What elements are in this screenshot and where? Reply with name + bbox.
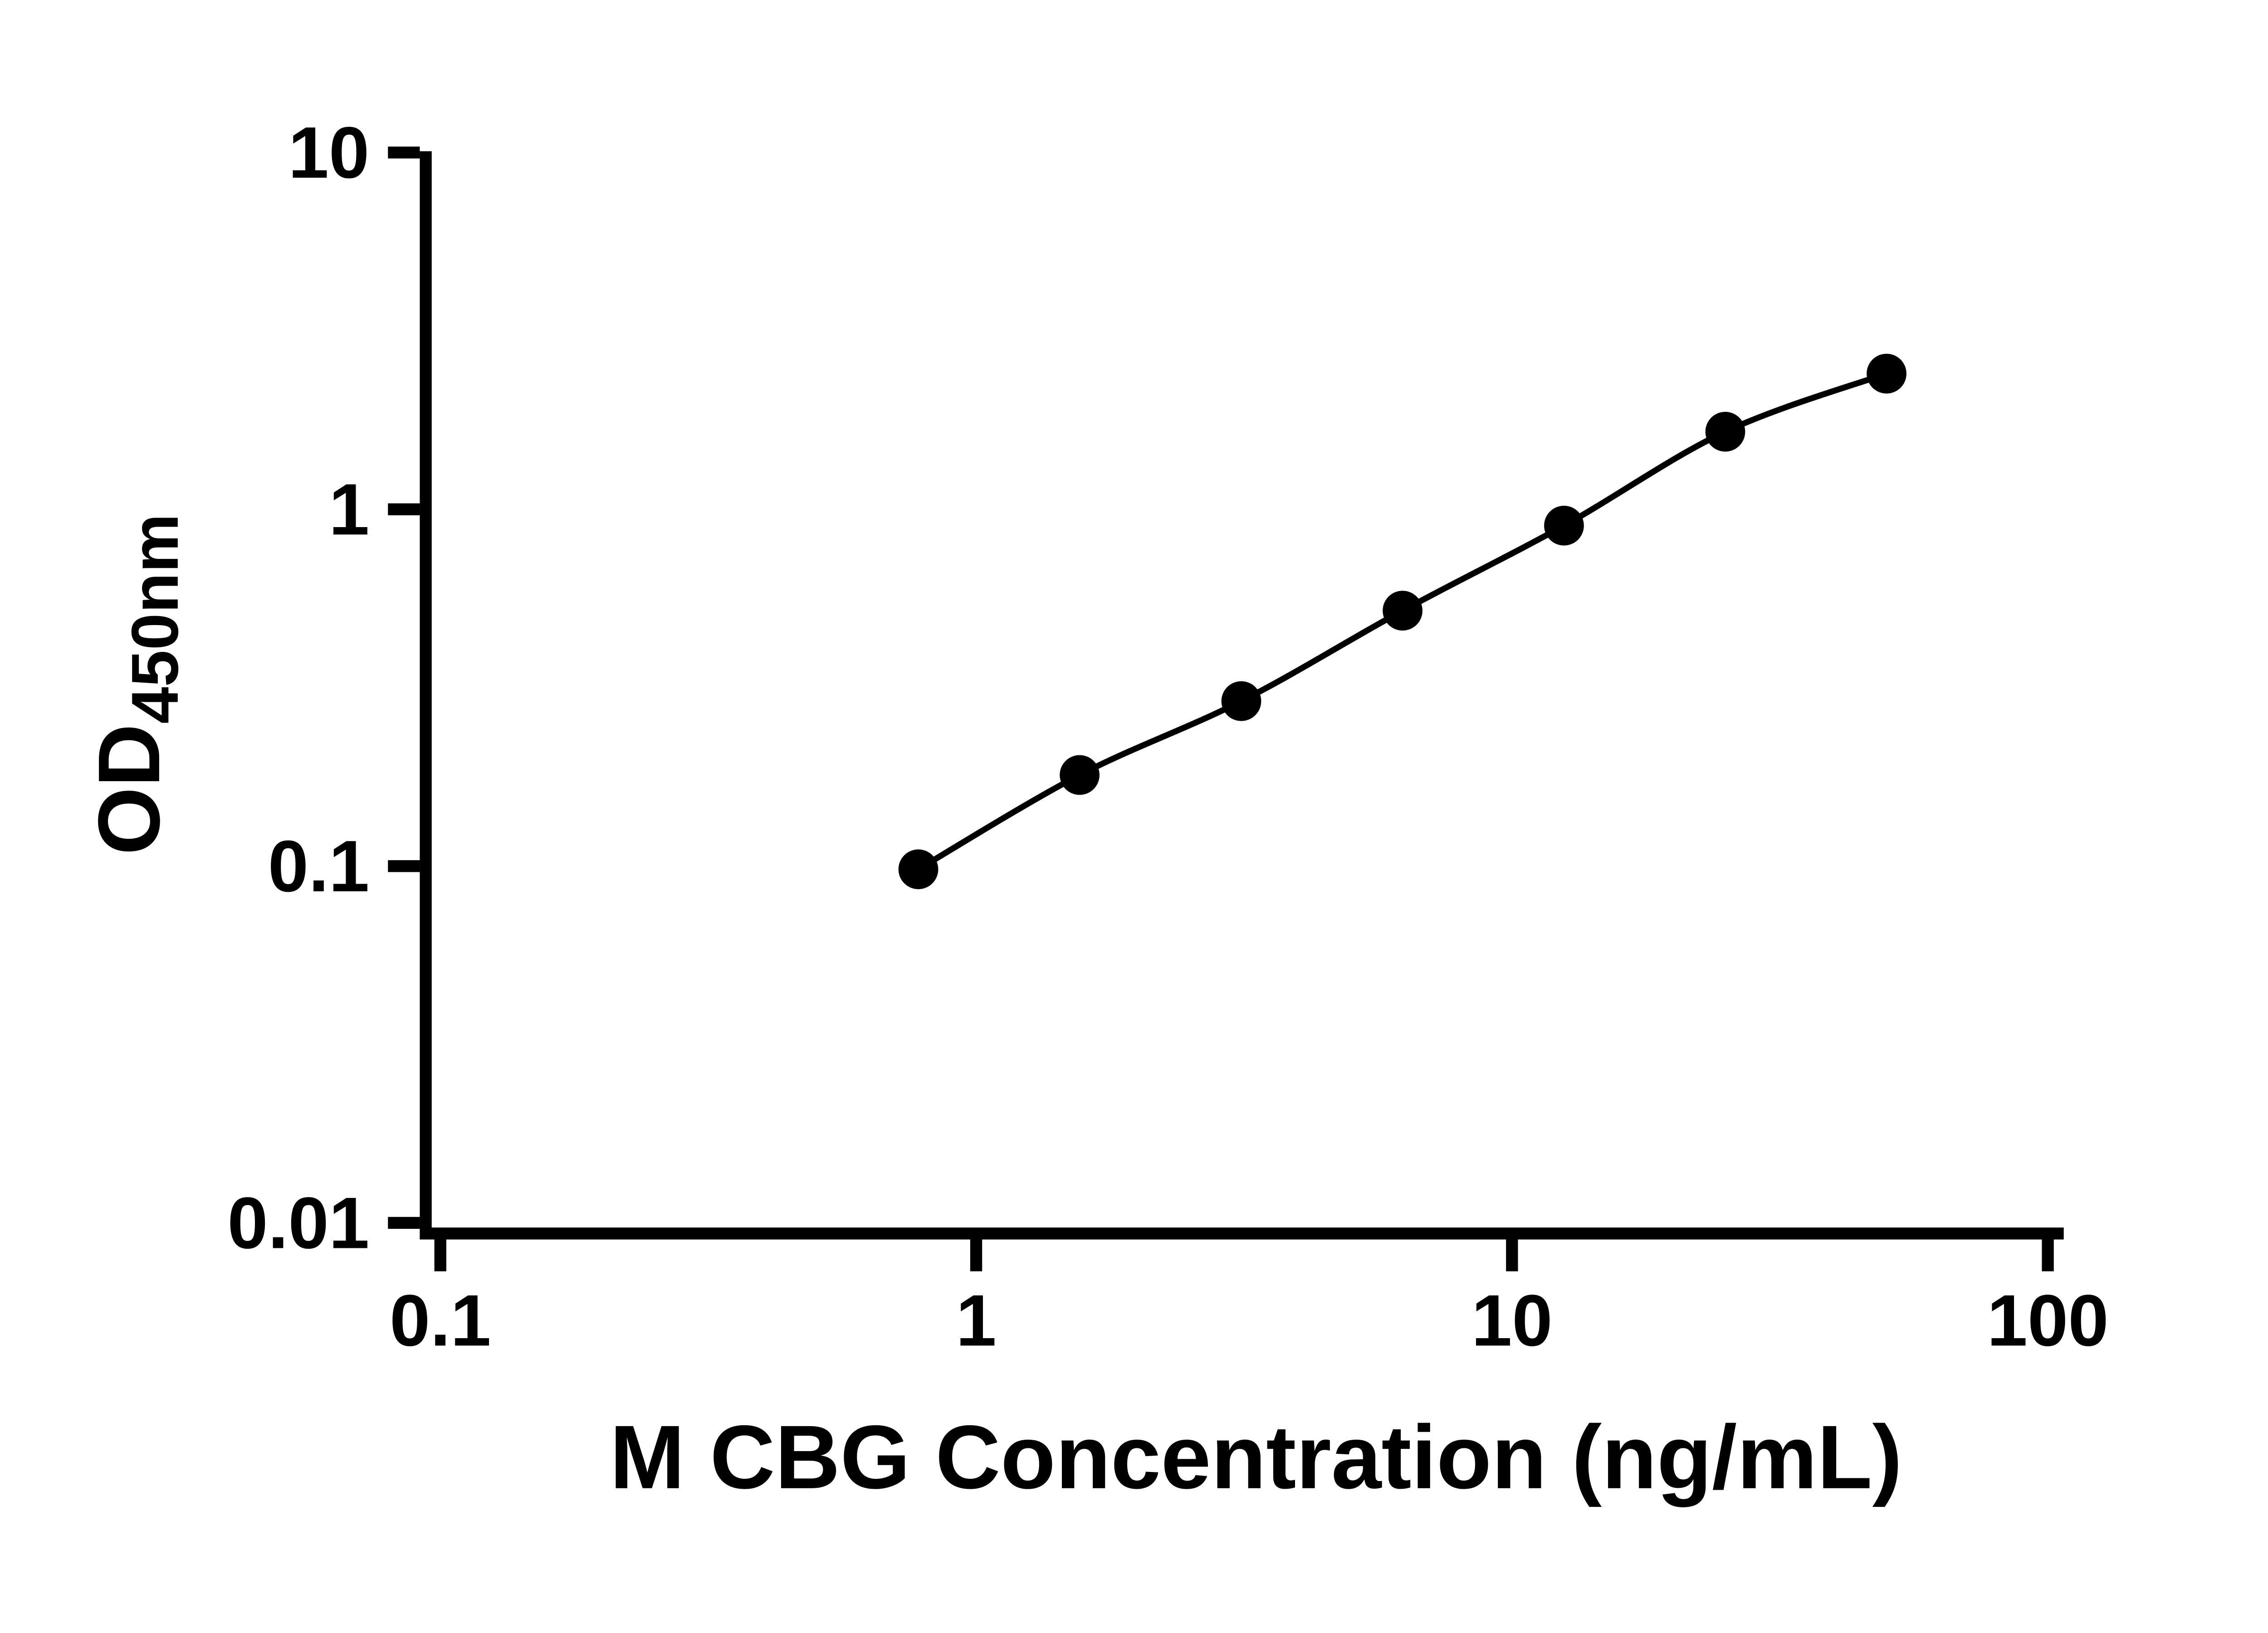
y-tick-label: 10 <box>288 112 369 194</box>
x-tick-label: 0.1 <box>390 1280 491 1361</box>
data-point-marker <box>898 849 938 890</box>
x-tick-label: 10 <box>1471 1280 1553 1361</box>
standard-curve-chart: 0.1 1 10 100 0.01 0.1 1 10 M CBG Concentration … <box>80 112 2109 1508</box>
y-axis-title-subscript: 450nm <box>118 513 192 724</box>
data-point-marker <box>1705 411 1745 452</box>
data-point-marker <box>1867 353 1906 394</box>
y-tick-label: 0.01 <box>227 1182 369 1264</box>
standard-curve-figure: 0.1 1 10 100 0.01 0.1 1 10 M CBG Concentration … <box>79 112 2109 1508</box>
y-axis-title-main: OD <box>80 724 178 855</box>
data-point-marker <box>1383 591 1422 631</box>
y-axis-title: OD450nm <box>80 513 192 855</box>
data-point-marker <box>1060 755 1100 795</box>
x-axis-title: M CBG Concentration (ng/mL) <box>610 1407 1902 1508</box>
x-tick-label: 1 <box>956 1280 996 1361</box>
y-tick-label: 1 <box>329 469 369 550</box>
tick-marks: 0.1 1 10 100 0.01 0.1 1 10 <box>227 112 2108 1362</box>
axes <box>420 151 2064 1240</box>
data-series <box>898 353 1906 890</box>
y-tick-label: 0.1 <box>268 826 370 907</box>
x-tick-label: 100 <box>1987 1280 2108 1361</box>
data-point-marker <box>1544 505 1584 546</box>
data-point-marker <box>1221 681 1261 721</box>
